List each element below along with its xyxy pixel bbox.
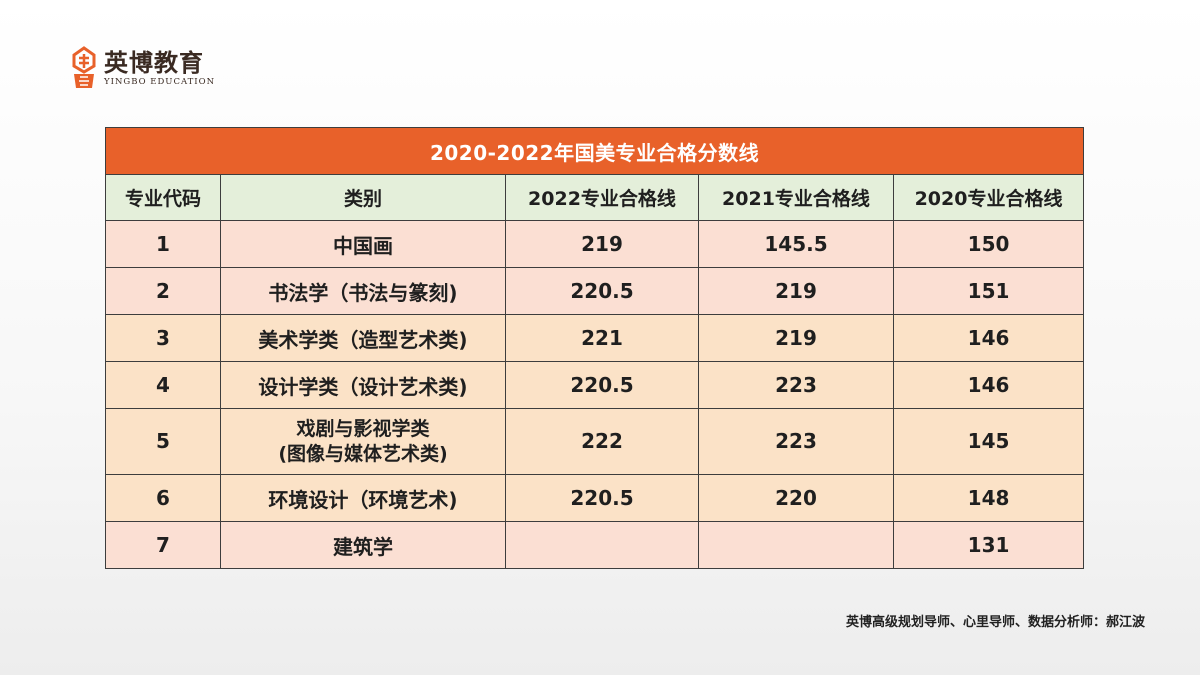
header-2020: 2020专业合格线	[892, 174, 1085, 221]
cell-score-2022: 220.5	[505, 361, 699, 409]
yingbo-logo-icon	[72, 46, 96, 88]
cell-category: 书法学（书法与篆刻)	[220, 267, 506, 315]
table-header-row: 专业代码 类别 2022专业合格线 2021专业合格线 2020专业合格线	[105, 174, 1085, 221]
cell-score-2020: 151	[892, 267, 1085, 315]
header-category: 类别	[220, 174, 506, 221]
cell-category: 设计学类（设计艺术类)	[220, 361, 506, 409]
cell-score-2020: 146	[892, 314, 1085, 362]
table-row: 6 环境设计（环境艺术) 220.5 220 148	[105, 474, 1085, 522]
table-row: 2 书法学（书法与篆刻) 220.5 219 151	[105, 267, 1085, 315]
cell-score-2020: 145	[892, 408, 1085, 475]
header-code: 专业代码	[105, 174, 221, 221]
header-2022: 2022专业合格线	[505, 174, 699, 221]
cell-score-2022: 221	[505, 314, 699, 362]
header-2021: 2021专业合格线	[698, 174, 894, 221]
table-row: 4 设计学类（设计艺术类) 220.5 223 146	[105, 361, 1085, 409]
cell-score-2022: 220.5	[505, 267, 699, 315]
cell-score-2021: 223	[698, 408, 894, 475]
cell-code: 7	[105, 521, 221, 569]
cell-category: 建筑学	[220, 521, 506, 569]
footer-credit: 英博高级规划导师、心里导师、数据分析师：郝江波	[845, 615, 1145, 630]
table-row: 1 中国画 219 145.5 150	[105, 220, 1085, 268]
cell-score-2020: 148	[892, 474, 1085, 522]
cell-category-line2: (图像与媒体艺术类)	[278, 442, 448, 465]
cell-code: 1	[105, 220, 221, 268]
table-row: 3 美术学类（造型艺术类) 221 219 146	[105, 314, 1085, 362]
cell-score-2020: 146	[892, 361, 1085, 409]
cell-code: 2	[105, 267, 221, 315]
cell-score-2021: 220	[698, 474, 894, 522]
cell-score-2022: 222	[505, 408, 699, 475]
cell-score-2021	[698, 521, 894, 569]
cell-score-2020: 150	[892, 220, 1085, 268]
cell-category-line1: 戏剧与影视学类	[296, 417, 430, 440]
cell-score-2022	[505, 521, 699, 569]
cell-category: 戏剧与影视学类 (图像与媒体艺术类)	[220, 408, 506, 475]
cell-score-2021: 219	[698, 314, 894, 362]
cell-score-2021: 145.5	[698, 220, 894, 268]
cell-score-2021: 223	[698, 361, 894, 409]
table-title: 2020-2022年国美专业合格分数线	[104, 127, 1085, 175]
table-row: 5 戏剧与影视学类 (图像与媒体艺术类) 222 223 145	[105, 408, 1085, 475]
score-table: 2020-2022年国美专业合格分数线 专业代码 类别 2022专业合格线 20…	[104, 127, 1085, 569]
cell-code: 6	[105, 474, 221, 522]
cell-score-2020: 131	[892, 521, 1085, 569]
logo-name-cn: 英博教育	[104, 49, 204, 77]
cell-category: 中国画	[220, 220, 506, 268]
logo-name-en: YINGBO EDUCATION	[104, 77, 216, 87]
cell-score-2021: 219	[698, 267, 894, 315]
cell-code: 4	[105, 361, 221, 409]
brand-logo: 英博教育 YINGBO EDUCATION	[70, 46, 215, 90]
cell-code: 3	[105, 314, 221, 362]
cell-category: 美术学类（造型艺术类)	[220, 314, 506, 362]
cell-score-2022: 219	[505, 220, 699, 268]
cell-category: 环境设计（环境艺术)	[220, 474, 506, 522]
table-row: 7 建筑学 131	[105, 521, 1085, 569]
cell-score-2022: 220.5	[505, 474, 699, 522]
cell-code: 5	[105, 408, 221, 475]
